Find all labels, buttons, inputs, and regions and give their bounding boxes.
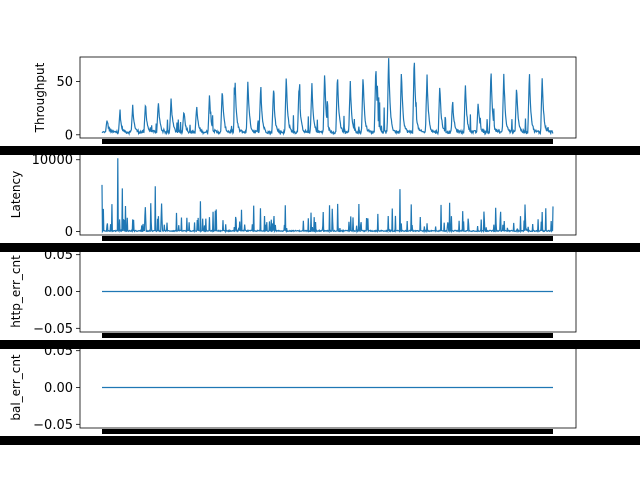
x-tick-labels-band	[0, 243, 640, 252]
y-axis-label: Latency	[9, 171, 23, 218]
series-line	[101, 158, 554, 234]
y-axis-label: bal_err_cnt	[9, 354, 23, 421]
y-tick-label: 0.05	[44, 344, 73, 359]
x-tick-labels-band	[0, 436, 640, 445]
x-tick-marks	[102, 429, 553, 434]
y-tick-label: 0	[65, 225, 73, 240]
x-tick-labels-band	[0, 146, 640, 155]
axes-frame	[79, 153, 577, 236]
bal-err-cnt-panel: −0.05 0.00 0.05 bal_err_cnt	[0, 344, 640, 445]
latency-panel: 0 10000 Latency	[0, 153, 640, 252]
x-tick-labels-band	[0, 340, 640, 349]
x-tick-marks	[102, 139, 553, 144]
y-tick-label: 10000	[32, 153, 73, 168]
y-tick-label: −0.05	[33, 418, 73, 433]
y-axis-label: Throughput	[33, 62, 47, 133]
x-tick-marks	[102, 236, 553, 241]
x-tick-marks	[102, 333, 553, 338]
y-tick-label: 0	[65, 128, 73, 143]
y-axis-label: http_err_cnt	[9, 255, 23, 328]
y-tick-label: 50	[56, 75, 73, 90]
y-tick-label: 0.05	[44, 248, 73, 263]
series-line	[101, 58, 554, 136]
y-tick-label: 0.00	[44, 285, 73, 300]
y-tick-label: −0.05	[33, 322, 73, 337]
http-err-cnt-panel: −0.05 0.00 0.05 http_err_cnt	[0, 248, 640, 349]
y-tick-label: 0.00	[44, 381, 73, 396]
throughput-panel: 0 50 Throughput	[0, 56, 640, 155]
axes-frame	[79, 56, 577, 139]
